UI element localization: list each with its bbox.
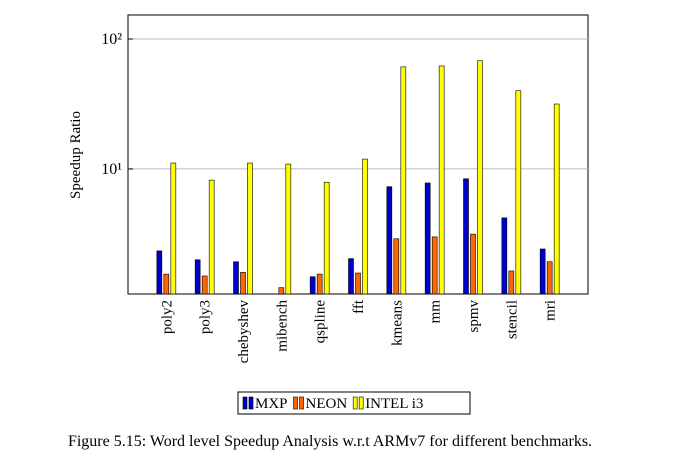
- x-tick-label: spmv: [466, 300, 482, 333]
- bar: [362, 158, 368, 295]
- bar: [233, 261, 239, 295]
- bar: [508, 270, 515, 295]
- bar: [431, 236, 438, 295]
- bar: [316, 273, 323, 295]
- caption: Figure 5.15: Word level Speedup Analysis…: [68, 433, 592, 450]
- legend-swatch: [352, 396, 358, 410]
- bar: [163, 273, 170, 295]
- bar: [477, 60, 483, 295]
- legend-swatch: [358, 396, 364, 410]
- bar: [515, 90, 522, 295]
- legend-swatch: [293, 396, 298, 410]
- x-tick-label: mri: [543, 300, 559, 321]
- bar: [201, 275, 208, 295]
- legend-swatch: [299, 396, 304, 410]
- legend-swatch: [248, 396, 254, 410]
- legend-label: MXP: [255, 396, 288, 412]
- y-axis-label: Speedup Ratio: [68, 111, 84, 199]
- bar: [194, 259, 201, 295]
- legend-label: INTEL i3: [365, 396, 423, 412]
- bar: [278, 287, 285, 295]
- bar: [438, 65, 445, 295]
- x-tick-label: poly3: [198, 300, 214, 334]
- bar: [170, 162, 177, 295]
- bar: [393, 238, 400, 295]
- bar: [400, 66, 407, 295]
- bar: [156, 250, 163, 295]
- x-tick-label: stencil: [504, 300, 520, 339]
- bar: [386, 186, 393, 295]
- bar: [463, 178, 469, 295]
- bar: [424, 182, 431, 295]
- y-tick-label: 10¹: [101, 161, 122, 178]
- bar: [539, 248, 546, 295]
- bar: [501, 217, 508, 295]
- x-tick-label: kmeans: [389, 300, 405, 346]
- x-tick-label: mm: [428, 300, 444, 324]
- bar: [348, 258, 354, 295]
- bar: [553, 103, 560, 295]
- bar: [208, 179, 215, 295]
- y-tick-label: 10²: [101, 31, 122, 48]
- bar: [240, 272, 246, 295]
- bar: [355, 272, 361, 295]
- bar: [247, 162, 253, 295]
- bar: [285, 163, 292, 295]
- bar: [470, 233, 476, 295]
- legend-label: NEON: [306, 396, 348, 412]
- x-tick-label: fft: [351, 299, 367, 314]
- bar: [323, 181, 330, 295]
- legend-swatch: [242, 396, 248, 410]
- bar: [309, 276, 316, 295]
- x-tick-label: chebyshev: [236, 300, 252, 364]
- x-tick-label: mibench: [274, 300, 290, 352]
- x-tick-label: qspline: [313, 300, 329, 344]
- bar: [546, 261, 553, 295]
- x-tick-label: poly2: [159, 300, 175, 334]
